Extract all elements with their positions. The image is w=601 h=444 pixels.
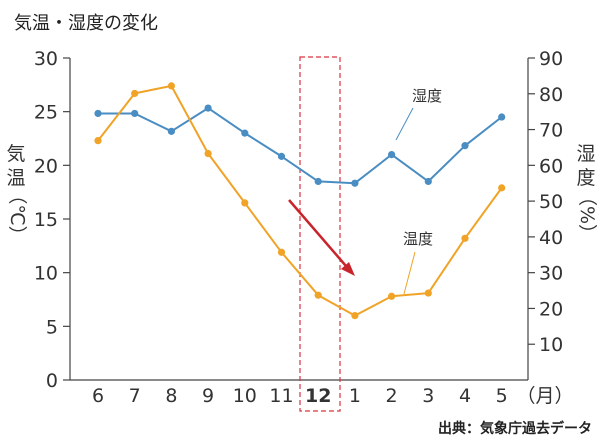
x-axis-tick-label: 4 [459, 385, 471, 407]
temperature-data-point [167, 82, 175, 90]
source-note: 出典：気象庁過去データ [438, 420, 592, 437]
temperature-data-point [498, 184, 506, 192]
humidity-data-point [94, 109, 102, 118]
temperature-data-point [204, 149, 212, 158]
x-axis-tick-label: 12 [305, 385, 331, 407]
december-highlight-box [299, 56, 341, 412]
right-axis-tick-label: 90 [539, 48, 563, 70]
right-axis-unit: （%） [576, 187, 598, 243]
temperature-data-point [424, 289, 432, 297]
humidity-data-point [131, 109, 139, 118]
left-axis-label-char-2: 温 [6, 167, 25, 189]
humidity-series-line [98, 107, 503, 185]
decline-arrow-head [341, 262, 355, 276]
left-axis-ticks: 0 5 10 15 20 25 30 [34, 48, 70, 392]
humidity-data-point [314, 177, 322, 186]
right-axis-label-char-2: 度 [576, 167, 595, 189]
left-axis-tick-label: 30 [34, 48, 58, 70]
temperature-data-point [241, 199, 249, 207]
x-axis-unit: （月） [516, 385, 573, 407]
left-axis-tick-label: 20 [34, 155, 58, 177]
left-axis-tick-label: 5 [46, 316, 58, 338]
temperature-series-label: 温度 [403, 230, 433, 248]
decline-arrow-shaft [288, 199, 347, 267]
humidity-data-point [351, 179, 359, 187]
x-axis-tick-label: 8 [165, 385, 177, 407]
x-axis-tick-label: 5 [496, 385, 508, 407]
humidity-data-point [388, 151, 396, 159]
left-axis-label-char-1: 気 [6, 143, 25, 165]
right-axis-label-char-1: 湿 [576, 143, 595, 165]
temperature-label-leader [403, 251, 416, 295]
humidity-data-point [424, 177, 432, 186]
x-axis-ticks: 6 7 8 9 10 11 12 1 2 3 4 5 [92, 385, 508, 407]
left-axis-tick-label: 0 [46, 370, 58, 392]
humidity-data-point [204, 104, 212, 112]
x-axis-tick-label: 11 [269, 385, 293, 407]
temperature-data-point [94, 137, 102, 145]
chart-title: 気温・湿度の変化 [14, 13, 158, 34]
x-axis-tick-label: 7 [129, 385, 141, 407]
temperature-data-point [461, 234, 469, 242]
temperature-data-point [388, 292, 396, 300]
x-axis-tick-label: 9 [202, 385, 214, 407]
humidity-data-point [241, 129, 249, 137]
right-axis-tick-label: 40 [539, 227, 563, 249]
humidity-data-point [277, 152, 286, 160]
right-axis-tick-label: 60 [539, 155, 563, 177]
x-axis-tick-label: 3 [422, 385, 434, 407]
left-axis-unit: （℃） [6, 185, 28, 244]
right-axis-tick-label: 20 [539, 298, 563, 320]
temperature-data-point [314, 291, 322, 299]
x-axis-tick-label: 10 [233, 385, 257, 407]
series-layer [94, 82, 506, 320]
humidity-label-leader [395, 107, 414, 141]
temperature-data-point [351, 312, 359, 320]
right-axis-tick-label: 10 [539, 334, 563, 356]
left-axis-tick-label: 15 [34, 209, 58, 231]
x-axis-tick-label: 1 [349, 385, 361, 407]
right-axis-ticks: 10 20 30 40 50 60 70 80 90 [528, 48, 563, 356]
humidity-data-point [167, 127, 175, 135]
temperature-data-point [277, 248, 286, 256]
right-axis-tick-label: 70 [539, 120, 563, 142]
right-axis-tick-label: 50 [539, 191, 563, 213]
humidity-series-label: 湿度 [412, 87, 442, 105]
left-axis-tick-label: 25 [34, 102, 58, 124]
humidity-data-point [498, 113, 506, 121]
temperature-series-line [97, 84, 503, 317]
right-axis-tick-label: 80 [539, 84, 563, 106]
humidity-data-point [461, 142, 469, 150]
left-axis-tick-label: 10 [34, 263, 58, 285]
right-axis-tick-label: 30 [539, 263, 563, 285]
temperature-data-point [131, 89, 139, 98]
x-axis-tick-label: 2 [386, 385, 398, 407]
x-axis-tick-label: 6 [92, 385, 104, 407]
